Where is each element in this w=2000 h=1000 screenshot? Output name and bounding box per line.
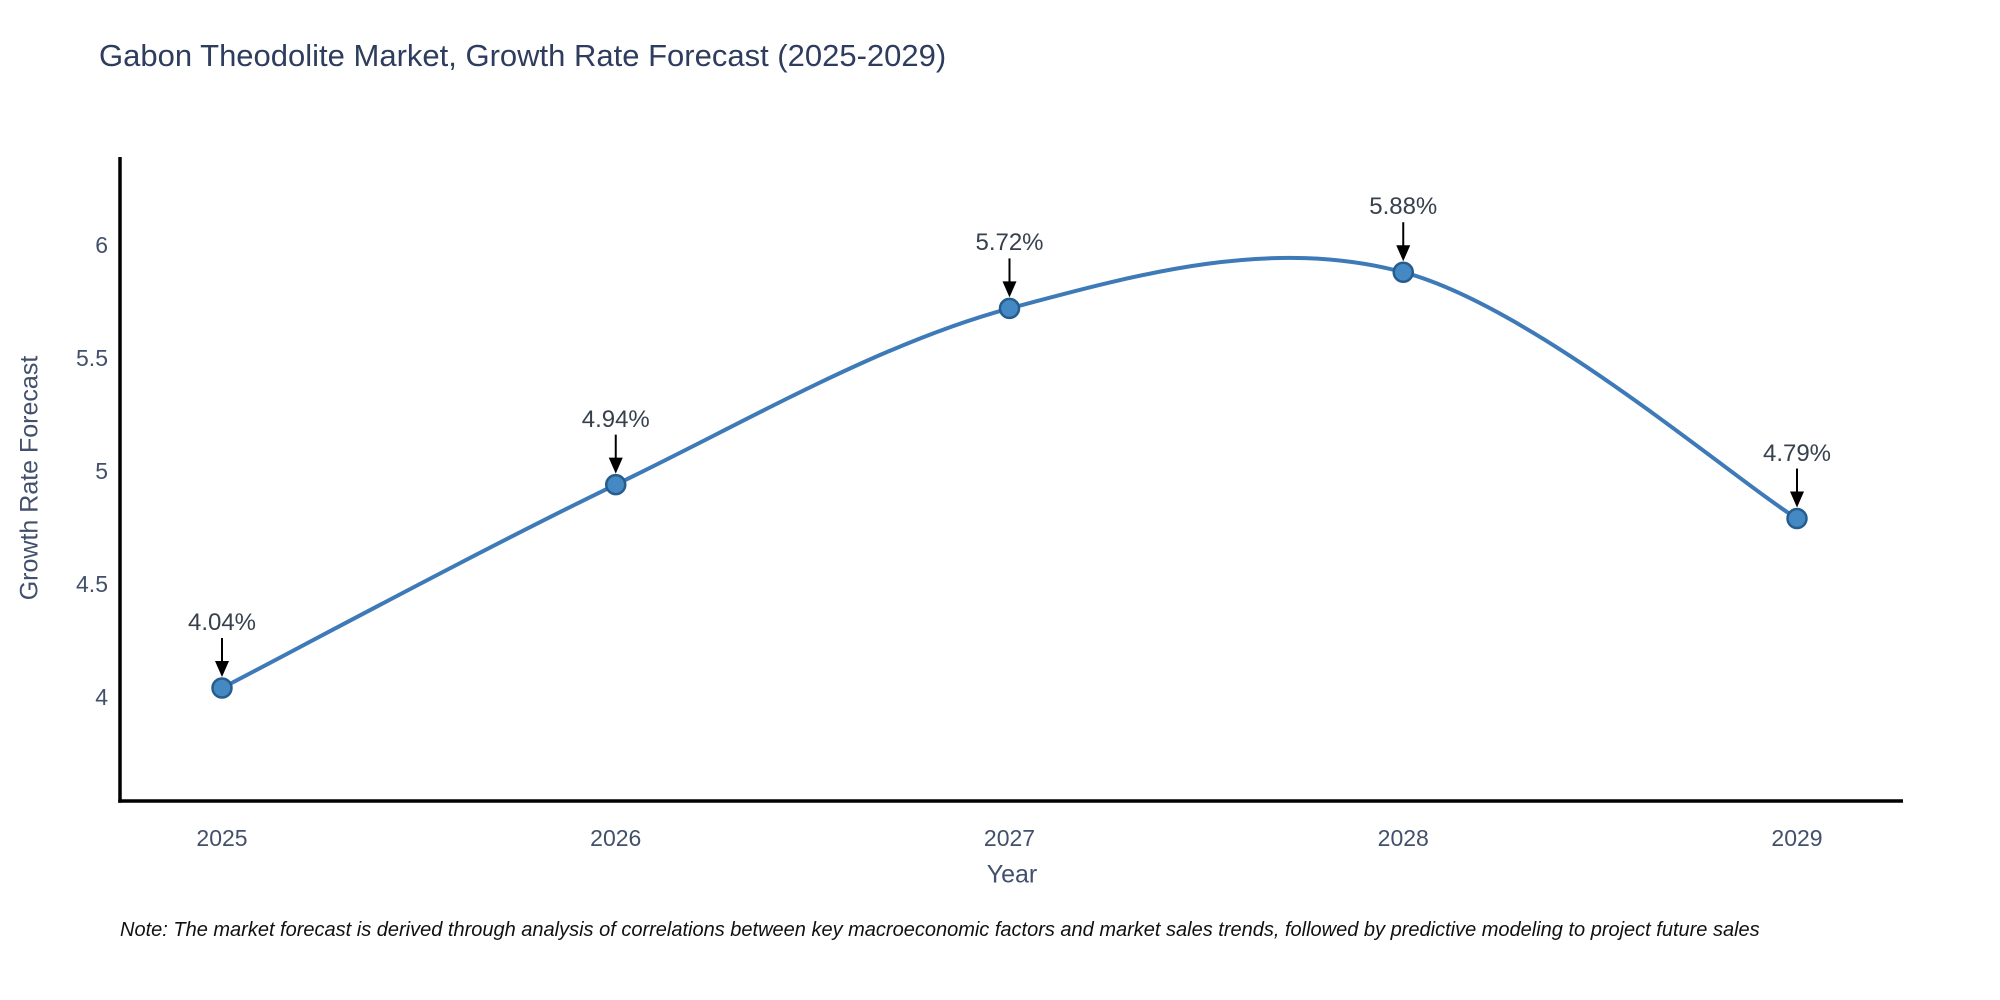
annotation-arrowhead-icon xyxy=(1790,491,1804,508)
annotation-arrowhead-icon xyxy=(1396,245,1411,262)
y-tick-label: 4 xyxy=(95,684,108,711)
footnote: Note: The market forecast is derived thr… xyxy=(120,919,1760,941)
data-point-marker xyxy=(1786,507,1808,530)
x-tick-label: 2027 xyxy=(983,825,1036,851)
x-tick-label: 2028 xyxy=(1377,825,1429,851)
x-tick-label: 2026 xyxy=(590,825,642,851)
annotation-arrowhead-icon xyxy=(608,457,623,474)
annotation-arrowhead-icon xyxy=(215,661,229,678)
x-tick-label: 2025 xyxy=(196,825,248,851)
x-tick-label: 2029 xyxy=(1771,825,1823,851)
y-tick-label: 4.5 xyxy=(76,571,108,598)
point-value-label: 4.94% xyxy=(581,405,650,433)
point-value-label: 4.04% xyxy=(187,609,257,637)
data-point-marker xyxy=(211,677,233,699)
data-point-marker xyxy=(605,473,627,496)
y-tick-label: 5.5 xyxy=(76,345,108,372)
point-value-label: 5.72% xyxy=(975,229,1044,257)
trend-line xyxy=(220,255,1799,691)
point-value-label: 4.79% xyxy=(1762,439,1832,467)
data-point-marker xyxy=(1392,261,1414,283)
y-tick-label: 5 xyxy=(95,458,108,485)
data-point-marker xyxy=(998,297,1021,320)
y-tick-label: 6 xyxy=(95,232,108,259)
point-value-label: 5.88% xyxy=(1369,193,1438,221)
x-axis-title: Year xyxy=(986,860,1038,889)
chart-title: Gabon Theodolite Market, Growth Rate For… xyxy=(99,38,947,73)
annotation-arrowhead-icon xyxy=(1002,281,1017,298)
